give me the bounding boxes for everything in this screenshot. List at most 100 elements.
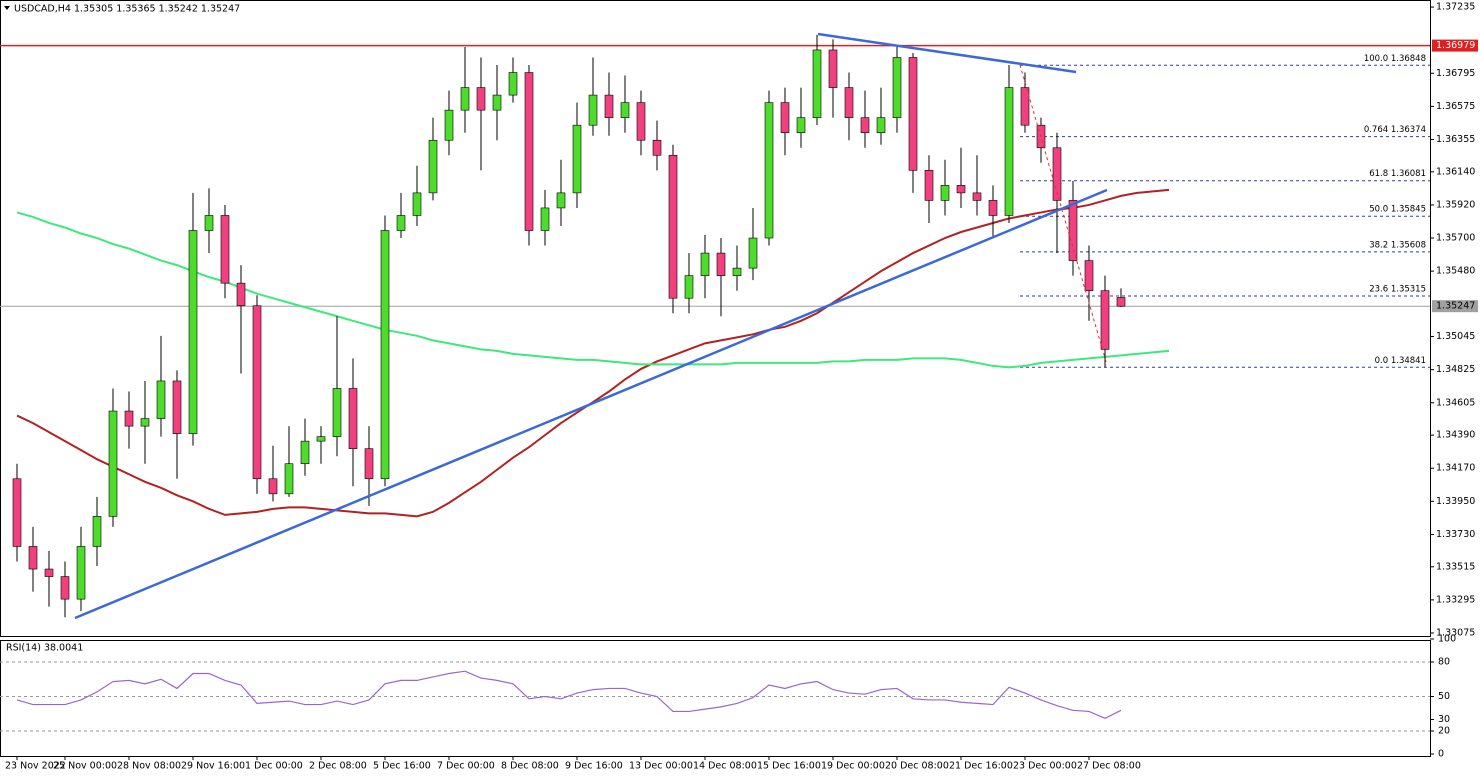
rsi-frame xyxy=(0,640,1431,757)
candle-body xyxy=(108,410,118,517)
candle-body xyxy=(44,568,54,577)
x-tick-label: 28 Nov 08:00 xyxy=(117,761,181,772)
candle-body xyxy=(1084,260,1094,291)
candle-body xyxy=(1068,200,1078,261)
x-tick-label: 25 Nov 00:00 xyxy=(53,761,117,772)
y-tick-label: 1.34605 xyxy=(1436,397,1475,408)
candle-body xyxy=(444,109,454,141)
candle-body xyxy=(524,72,534,231)
candle-body xyxy=(780,102,790,134)
resistance-line-label: 1.36979 xyxy=(1436,40,1475,51)
y-tick-label: 1.33730 xyxy=(1436,529,1475,540)
candle-body xyxy=(220,215,230,284)
menu-arrow xyxy=(4,6,10,10)
y-tick-label: 1.34170 xyxy=(1436,463,1475,474)
trend-line xyxy=(817,32,1077,74)
candle-body xyxy=(764,102,774,239)
candle-body xyxy=(332,388,342,437)
candle-body xyxy=(892,57,902,118)
candle-body xyxy=(636,102,646,141)
candle-body xyxy=(396,215,406,231)
candle-body xyxy=(700,252,710,276)
y-tick-label: 1.36355 xyxy=(1436,134,1475,145)
candle-body xyxy=(604,94,614,118)
candle-body xyxy=(812,49,822,118)
candle-body xyxy=(172,380,182,434)
y-tick-label: 1.34825 xyxy=(1436,364,1475,375)
candle-body xyxy=(540,207,550,231)
candle-body xyxy=(924,170,934,201)
x-tick-label: 19 Dec 00:00 xyxy=(821,761,885,772)
candle-body xyxy=(988,200,998,216)
candle-body xyxy=(76,546,86,600)
y-tick-label: 1.33950 xyxy=(1436,496,1475,507)
fib-diagonal xyxy=(1019,64,1108,366)
candle-body xyxy=(1116,297,1126,307)
candle-body xyxy=(908,57,918,171)
candle-body xyxy=(460,87,470,111)
resistance-line-box xyxy=(1432,39,1478,52)
candle-body xyxy=(188,230,198,434)
fib-label: 61.8 1.36081 xyxy=(1369,169,1426,179)
x-tick-label: 29 Nov 16:00 xyxy=(181,761,245,772)
candle-body xyxy=(236,282,246,307)
rsi-y-tick-label: 20 xyxy=(1438,726,1450,737)
candle-body xyxy=(620,102,630,118)
x-tick-label: 20 Dec 08:00 xyxy=(885,761,949,772)
moving-average xyxy=(16,211,1170,369)
candle-body xyxy=(92,516,102,547)
candle-body xyxy=(972,192,982,201)
candle-body xyxy=(652,139,662,156)
rsi-y-tick-label: 50 xyxy=(1438,691,1450,702)
candle-body xyxy=(156,380,166,419)
x-tick-label: 2 Dec 08:00 xyxy=(309,761,367,772)
candle-body xyxy=(732,267,742,276)
rsi-y-tick-label: 30 xyxy=(1438,714,1450,725)
y-tick-label: 1.33075 xyxy=(1436,627,1475,638)
candle-body xyxy=(300,440,310,465)
x-tick-label: 1 Dec 00:00 xyxy=(245,761,303,772)
trend-line xyxy=(74,188,1108,620)
candle-body xyxy=(124,410,134,427)
chart-title: USDCAD,H4 1.35305 1.35365 1.35242 1.3524… xyxy=(14,4,240,15)
candle-body xyxy=(284,463,294,495)
candle-body xyxy=(748,237,758,269)
candle-body xyxy=(12,478,22,547)
y-tick-label: 1.35480 xyxy=(1436,266,1475,277)
x-tick-label: 23 Nov 2022 xyxy=(5,761,66,772)
y-tick-label: 1.36795 xyxy=(1436,68,1475,79)
candle-body xyxy=(204,215,214,231)
candle-body xyxy=(476,87,486,111)
candle-body xyxy=(940,185,950,201)
rsi-y-tick-label: 0 xyxy=(1438,749,1444,760)
candle-body xyxy=(28,546,38,570)
candle-body xyxy=(316,436,326,442)
candle-body xyxy=(140,418,150,427)
y-tick-label: 1.34390 xyxy=(1436,430,1475,441)
rsi-y-tick-label: 80 xyxy=(1438,657,1450,668)
x-tick-label: 7 Dec 00:00 xyxy=(437,761,495,772)
candle-body xyxy=(1020,87,1030,126)
candle-body xyxy=(828,49,838,88)
candle-body xyxy=(1052,147,1062,201)
rsi-y-tick-label: 100 xyxy=(1438,634,1456,645)
candle-body xyxy=(380,230,390,480)
fib-label: 0.0 1.34841 xyxy=(1375,356,1426,366)
x-tick-label: 9 Dec 16:00 xyxy=(565,761,623,772)
candle-body xyxy=(572,124,582,194)
candle-body xyxy=(348,388,358,449)
candle-body xyxy=(860,117,870,134)
candle-body xyxy=(508,72,518,96)
y-tick-label: 1.36575 xyxy=(1436,101,1475,112)
y-tick-label: 1.35920 xyxy=(1436,199,1475,210)
y-tick-label: 1.37235 xyxy=(1436,2,1475,13)
candle-body xyxy=(1100,290,1110,350)
x-tick-label: 23 Dec 00:00 xyxy=(1013,761,1077,772)
candle-body xyxy=(556,192,566,209)
x-tick-label: 8 Dec 08:00 xyxy=(501,761,559,772)
candle-body xyxy=(588,94,598,126)
last-price-line-label: 1.35247 xyxy=(1436,301,1475,312)
